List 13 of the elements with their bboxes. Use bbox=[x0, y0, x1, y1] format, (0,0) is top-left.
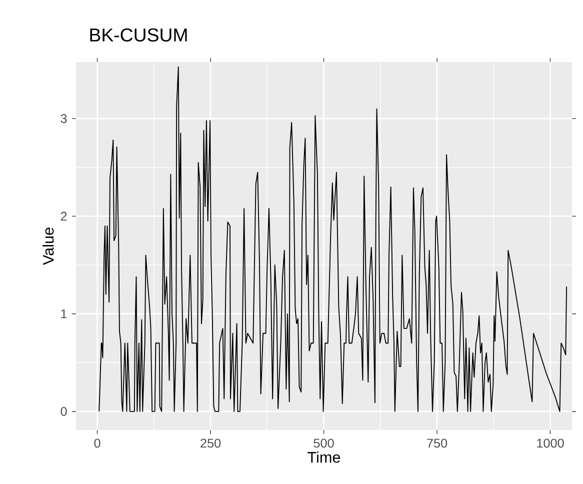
y-tick-label: 0 bbox=[60, 406, 67, 416]
y-tick-label: 3 bbox=[60, 114, 67, 124]
x-tick-label: 250 bbox=[200, 438, 221, 448]
line-series bbox=[98, 66, 568, 412]
x-tick-label: 500 bbox=[314, 438, 334, 448]
x-tick-label: 750 bbox=[427, 438, 448, 448]
x-axis-title: Time bbox=[308, 451, 340, 463]
x-tick-label: 0 bbox=[94, 438, 100, 448]
chart-title: BK-CUSUM bbox=[90, 28, 187, 42]
y-axis-title: Value bbox=[42, 228, 54, 265]
y-tick-label: 1 bbox=[61, 309, 67, 318]
x-tick-label: 1000 bbox=[537, 438, 564, 448]
y-tick-label: 2 bbox=[60, 212, 67, 221]
